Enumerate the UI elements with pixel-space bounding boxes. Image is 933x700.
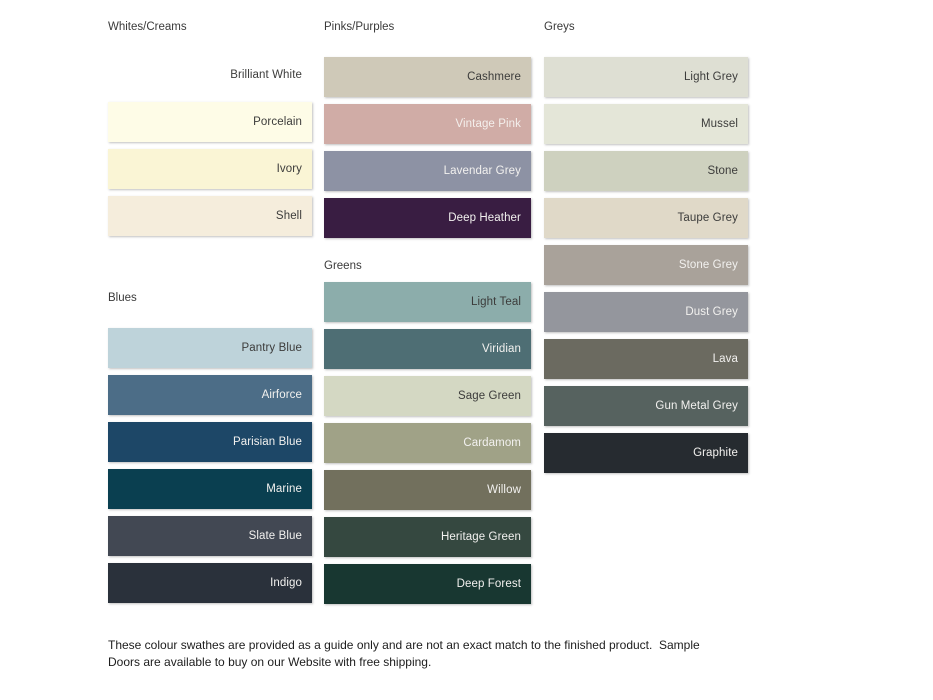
swatch-label: Cardamom xyxy=(463,437,521,449)
swatch-slate-blue: Slate Blue xyxy=(108,516,312,556)
swatch-heritage-green: Heritage Green xyxy=(324,517,531,557)
swatch-stone: Stone xyxy=(544,151,748,191)
section-title-whites-creams: Whites/Creams xyxy=(108,21,187,33)
disclaimer-line-2: Doors are available to buy on our Websit… xyxy=(108,654,432,669)
swatch-lavendar-grey: Lavendar Grey xyxy=(324,151,531,191)
swatch-label: Cashmere xyxy=(467,71,521,83)
swatch-indigo: Indigo xyxy=(108,563,312,603)
swatch-gun-metal-grey: Gun Metal Grey xyxy=(544,386,748,426)
swatch-pantry-blue: Pantry Blue xyxy=(108,328,312,368)
swatch-cardamom: Cardamom xyxy=(324,423,531,463)
swatch-dust-grey: Dust Grey xyxy=(544,292,748,332)
swatch-label: Lava xyxy=(712,353,738,365)
swatch-label: Marine xyxy=(266,483,302,495)
swatch-label: Sage Green xyxy=(457,390,521,402)
swatch-light-teal: Light Teal xyxy=(324,282,531,322)
swatch-label: Graphite xyxy=(693,447,738,459)
swatch-label: Stone Grey xyxy=(678,259,738,271)
swatch-label: Taupe Grey xyxy=(677,212,738,224)
swatch-label: Stone xyxy=(707,165,738,177)
swatch-label: Light Grey xyxy=(683,71,738,83)
swatch-ivory: Ivory xyxy=(108,149,312,189)
swatch-sage-green: Sage Green xyxy=(324,376,531,416)
section-title-pinks-purples: Pinks/Purples xyxy=(324,21,395,33)
swatch-label: Shell xyxy=(275,210,302,222)
swatch-list-blues: Pantry Blue Airforce Parisian Blue Marine Sl… xyxy=(108,328,312,603)
swatch-brilliant-white: Brilliant White xyxy=(108,55,312,95)
swatch-label: Light Teal xyxy=(470,296,521,308)
swatch-shell: Shell xyxy=(108,196,312,236)
swatch-light-grey: Light Grey xyxy=(544,57,748,97)
swatch-porcelain: Porcelain xyxy=(108,102,312,142)
swatch-label: Gun Metal Grey xyxy=(655,400,738,412)
column-greys: Greys Light Grey Mussel Stone Taupe Grey Ston… xyxy=(544,20,748,480)
disclaimer-note: These colour swathes are provided as a g… xyxy=(108,637,798,670)
swatch-label: Indigo xyxy=(270,577,302,589)
swatch-cashmere: Cashmere xyxy=(324,57,531,97)
swatch-list-pinks-purples: Cashmere Vintage Pink Lavendar Grey Deep He… xyxy=(324,57,531,238)
swatch-deep-forest: Deep Forest xyxy=(324,564,531,604)
swatch-airforce: Airforce xyxy=(108,375,312,415)
swatch-label: Brilliant White xyxy=(230,69,302,81)
swatch-label: Dust Grey xyxy=(685,306,738,318)
swatch-label: Lavendar Grey xyxy=(443,165,521,177)
swatch-label: Parisian Blue xyxy=(232,436,302,448)
swatch-label: Pantry Blue xyxy=(241,342,302,354)
column-whites-and-blues: Whites/Creams Brilliant White Porcelain Ivo… xyxy=(108,20,312,610)
swatch-stone-grey: Stone Grey xyxy=(544,245,748,285)
swatch-parisian-blue: Parisian Blue xyxy=(108,422,312,462)
swatch-label: Airforce xyxy=(261,389,302,401)
swatch-viridian: Viridian xyxy=(324,329,531,369)
swatch-label: Mussel xyxy=(700,118,738,130)
swatch-list-greys: Light Grey Mussel Stone Taupe Grey Stone Gre… xyxy=(544,57,748,473)
swatch-mussel: Mussel xyxy=(544,104,748,144)
section-title-blues: Blues xyxy=(108,292,137,304)
swatch-label: Ivory xyxy=(276,163,302,175)
disclaimer-line-1: These colour swathes are provided as a g… xyxy=(108,638,700,652)
swatch-marine: Marine xyxy=(108,469,312,509)
swatch-label: Heritage Green xyxy=(440,531,521,543)
swatch-label: Slate Blue xyxy=(248,530,302,542)
swatch-willow: Willow xyxy=(324,470,531,510)
swatch-label: Deep Forest xyxy=(456,578,521,590)
swatch-taupe-grey: Taupe Grey xyxy=(544,198,748,238)
swatch-deep-heather: Deep Heather xyxy=(324,198,531,238)
swatch-label: Vintage Pink xyxy=(455,118,521,130)
swatch-list-greens: Light Teal Viridian Sage Green Cardamom Will… xyxy=(324,282,531,604)
swatch-label: Willow xyxy=(487,484,521,496)
swatch-label: Deep Heather xyxy=(448,212,521,224)
swatch-label: Porcelain xyxy=(253,116,302,128)
swatch-graphite: Graphite xyxy=(544,433,748,473)
swatch-label: Viridian xyxy=(482,343,521,355)
swatch-lava: Lava xyxy=(544,339,748,379)
section-title-greys: Greys xyxy=(544,21,575,33)
section-title-greens: Greens xyxy=(324,260,362,272)
swatch-vintage-pink: Vintage Pink xyxy=(324,104,531,144)
column-pinks-and-greens: Pinks/Purples Cashmere Vintage Pink Lavenda… xyxy=(324,20,531,611)
swatch-list-whites-creams: Brilliant White Porcelain Ivory Shell xyxy=(108,55,312,236)
